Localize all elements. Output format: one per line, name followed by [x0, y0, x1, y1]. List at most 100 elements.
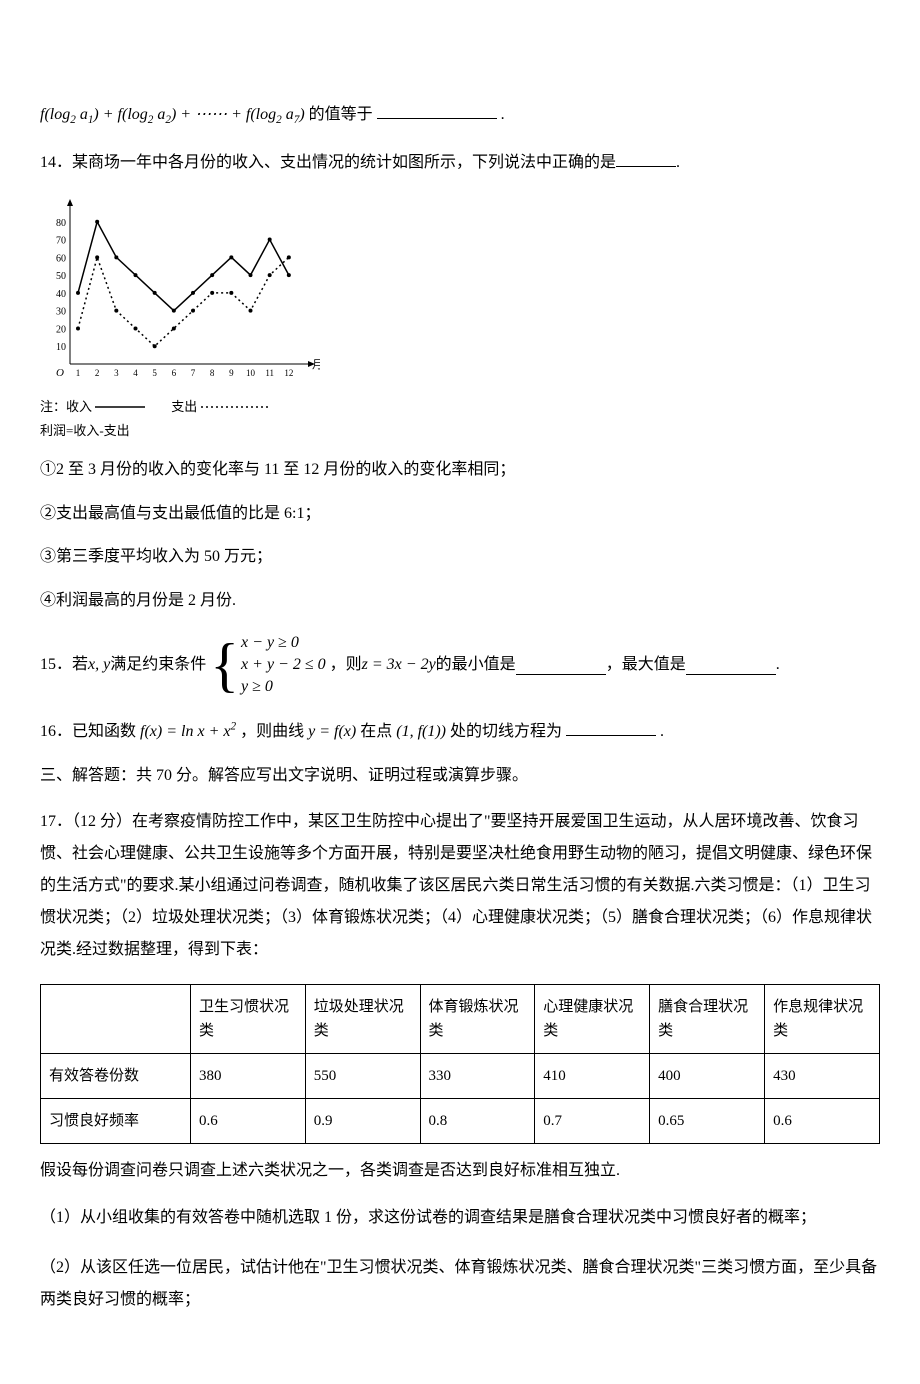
svg-text:11: 11: [265, 368, 274, 378]
q15-prefix: 15．若: [40, 652, 88, 678]
table-header-cell: 膳食合理状况类: [650, 985, 765, 1054]
brace-left: {: [210, 635, 239, 695]
table-cell: 330: [420, 1054, 535, 1099]
svg-text:12: 12: [284, 368, 293, 378]
svg-text:4: 4: [133, 368, 138, 378]
chart-svg: 1020304050607080123456789101112月O: [40, 194, 320, 384]
q14-intro: 14．某商场一年中各月份的收入、支出情况的统计如图所示，下列说法中正确的是.: [40, 148, 880, 176]
legend-income-label: 注：收入: [40, 399, 92, 414]
svg-text:8: 8: [210, 368, 215, 378]
table-cell: 380: [191, 1054, 306, 1099]
q13-text: 的值等于: [309, 106, 373, 123]
svg-text:40: 40: [56, 289, 66, 300]
q13-blank: [377, 100, 497, 119]
q14-opt3-text: ③第三季度平均收入为 50 万元；: [40, 548, 272, 565]
q13-formula: f(log2 a1) + f(log2 a2) + ⋯⋯ + f(log2 a7…: [40, 106, 309, 123]
q16: 16．已知函数 f(x) = ln x + x2 ，则曲线 y = f(x) 在…: [40, 717, 880, 745]
q15-obj: z = 3x − 2y: [362, 652, 436, 678]
q15-c2: x + y − 2 ≤ 0: [241, 654, 326, 676]
q15-mid4: ，最大值是: [606, 652, 686, 678]
table-header-cell: 作息规律状况类: [765, 985, 880, 1054]
legend-expense-line: [201, 403, 271, 411]
table-header-cell: 体育锻炼状况类: [420, 985, 535, 1054]
q14-intro-tail: .: [676, 154, 680, 171]
chart-container: 1020304050607080123456789101112月O 注：收入 支…: [40, 194, 880, 442]
svg-text:50: 50: [56, 271, 66, 282]
q14-opt2-text: ②支出最高值与支出最低值的比是 6:1；: [40, 505, 320, 522]
q15: 15．若 x, y 满足约束条件 { x − y ≥ 0 x + y − 2 ≤…: [40, 632, 880, 699]
q15-blank1: [516, 656, 606, 675]
legend-income-line: [95, 403, 145, 411]
q16-prefix: 16．已知函数: [40, 723, 140, 740]
table-cell: 0.7: [535, 1099, 650, 1144]
q14-opt1: ①2 至 3 月份的收入的变化率与 11 至 12 月份的收入的变化率相同；: [40, 457, 880, 483]
q16-blank: [566, 717, 656, 736]
table-header-cell: [41, 985, 191, 1054]
svg-text:10: 10: [246, 368, 256, 378]
table-cell: 0.6: [191, 1099, 306, 1144]
q14-opt3: ③第三季度平均收入为 50 万元；: [40, 544, 880, 570]
table-cell: 有效答卷份数: [41, 1054, 191, 1099]
q15-vars: x, y: [88, 652, 110, 678]
q14-opt4-text: ④利润最高的月份是 2 月份.: [40, 592, 236, 609]
table-header-cell: 卫生习惯状况类: [191, 985, 306, 1054]
svg-text:70: 70: [56, 236, 66, 247]
q16-mid2: 在点: [360, 723, 396, 740]
q15-system: { x − y ≥ 0 x + y − 2 ≤ 0 y ≥ 0: [210, 632, 325, 699]
svg-text:3: 3: [114, 368, 119, 378]
q14-intro-text: 14．某商场一年中各月份的收入、支出情况的统计如图所示，下列说法中正确的是: [40, 154, 616, 171]
q13-fragment: f(log2 a1) + f(log2 a2) + ⋯⋯ + f(log2 a7…: [40, 100, 880, 130]
section3-heading: 三、解答题：共 70 分。解答应写出文字说明、证明过程或演算步骤。: [40, 763, 880, 789]
q16-mid3: 处的切线方程为: [450, 723, 562, 740]
table-row: 习惯良好频率0.60.90.80.70.650.6: [41, 1099, 880, 1144]
table-cell: 400: [650, 1054, 765, 1099]
svg-text:10: 10: [56, 342, 66, 353]
q14-blank: [616, 148, 676, 167]
svg-text:6: 6: [172, 368, 177, 378]
table-cell: 0.65: [650, 1099, 765, 1144]
q16-tail: .: [660, 723, 664, 740]
q15-c3: y ≥ 0: [241, 676, 326, 698]
table-cell: 550: [305, 1054, 420, 1099]
q16-fn: f(x) = ln x + x2: [140, 723, 236, 740]
svg-text:2: 2: [95, 368, 100, 378]
svg-text:9: 9: [229, 368, 234, 378]
q14-opt2: ②支出最高值与支出最低值的比是 6:1；: [40, 501, 880, 527]
q15-blank2: [686, 656, 776, 675]
svg-text:30: 30: [56, 307, 66, 318]
svg-text:月: 月: [312, 359, 320, 371]
svg-text:1: 1: [76, 368, 81, 378]
q13-tail: .: [501, 106, 505, 123]
legend-profit: 利润=收入-支出: [40, 421, 880, 442]
q14-opt4: ④利润最高的月份是 2 月份.: [40, 588, 880, 614]
q15-mid2: ，则: [330, 652, 362, 678]
chart-legend: 注：收入 支出: [40, 397, 880, 418]
q15-c1: x − y ≥ 0: [241, 632, 326, 654]
q17-table: 卫生习惯状况类垃圾处理状况类体育锻炼状况类心理健康状况类膳食合理状况类作息规律状…: [40, 984, 880, 1144]
table-cell: 0.9: [305, 1099, 420, 1144]
legend-expense-label: 支出: [171, 399, 197, 414]
q17-part2: （2）从该区任选一位居民，试估计他在"卫生习惯状况类、体育锻炼状况类、膳食合理状…: [40, 1252, 880, 1316]
table-cell: 0.6: [765, 1099, 880, 1144]
q15-mid1: 满足约束条件: [110, 652, 206, 678]
q15-mid3: 的最小值是: [436, 652, 516, 678]
q15-tail: .: [776, 652, 780, 678]
q17-intro: 17．（12 分）在考察疫情防控工作中，某区卫生防控中心提出了"要坚持开展爱国卫…: [40, 806, 880, 966]
q17-assume: 假设每份调查问卷只调查上述六类状况之一，各类调查是否达到良好标准相互独立.: [40, 1158, 880, 1184]
table-cell: 430: [765, 1054, 880, 1099]
table-header-row: 卫生习惯状况类垃圾处理状况类体育锻炼状况类心理健康状况类膳食合理状况类作息规律状…: [41, 985, 880, 1054]
table-body: 有效答卷份数380550330410400430习惯良好频率0.60.90.80…: [41, 1054, 880, 1144]
table-header-cell: 心理健康状况类: [535, 985, 650, 1054]
table-cell: 0.8: [420, 1099, 535, 1144]
brace-content: x − y ≥ 0 x + y − 2 ≤ 0 y ≥ 0: [241, 632, 326, 699]
svg-text:80: 80: [56, 218, 66, 229]
table-cell: 410: [535, 1054, 650, 1099]
q16-mid1: ，则曲线: [240, 723, 308, 740]
q16-pt: (1, f(1)): [396, 723, 446, 740]
table-row: 有效答卷份数380550330410400430: [41, 1054, 880, 1099]
q17-part1: （1）从小组收集的有效答卷中随机选取 1 份，求这份试卷的调查结果是膳食合理状况…: [40, 1202, 880, 1234]
svg-text:20: 20: [56, 325, 66, 336]
q16-curve: y = f(x): [308, 723, 356, 740]
table-cell: 习惯良好频率: [41, 1099, 191, 1144]
table-header-cell: 垃圾处理状况类: [305, 985, 420, 1054]
